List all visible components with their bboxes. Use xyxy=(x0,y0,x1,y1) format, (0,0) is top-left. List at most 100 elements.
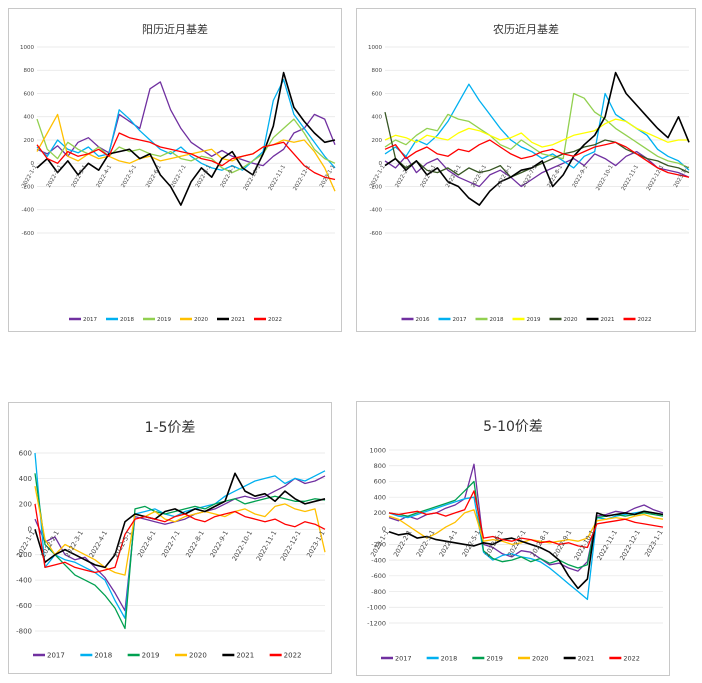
legend-label-2021: 2021 xyxy=(601,317,615,323)
y-tick-label: 600 xyxy=(24,91,35,97)
series-line-2018 xyxy=(388,496,664,601)
x-tick-label: 2022-12-1 xyxy=(646,164,665,192)
x-tick-label: 2022-10-1 xyxy=(243,164,262,192)
y-tick-label: 800 xyxy=(24,68,35,74)
x-tick-label: 2022-8-1 xyxy=(529,529,551,559)
y-tick-label: -600 xyxy=(16,602,32,610)
gridlines xyxy=(385,46,689,234)
series-line-2020 xyxy=(388,509,664,546)
x-tick-label: 2022-11-1 xyxy=(268,164,287,192)
y-axis: -600 -400 -200 0 200 400 600 800 1000 xyxy=(20,45,35,237)
y-tick-label: 400 xyxy=(24,115,35,121)
x-tick-label: 2022-6-1 xyxy=(145,164,163,189)
chart-panel-spread-1-5: 1-5价差 -800 -600 -400 -200 0 200 400 600 2022-1-1… xyxy=(8,402,332,674)
legend: 2017 2018 2019 2020 2021 2022 xyxy=(69,317,282,323)
legend-label-2018: 2018 xyxy=(441,654,458,662)
y-tick-label: -200 xyxy=(371,541,386,549)
legend-label-2022: 2022 xyxy=(268,317,282,323)
x-tick-label: 2022-5-1 xyxy=(470,164,488,189)
legend-label-2018: 2018 xyxy=(120,317,134,323)
series-lines xyxy=(34,452,326,630)
legend-label-2017: 2017 xyxy=(453,317,467,323)
y-axis: -800 -600 -400 -200 0 200 400 600 xyxy=(16,449,32,635)
x-tick-label: 2022-4-1 xyxy=(96,164,114,189)
series-line-2019 xyxy=(36,118,336,174)
y-tick-label: 400 xyxy=(19,475,32,483)
y-tick-label: 800 xyxy=(374,462,386,470)
x-tick-label: 2023-1-1 xyxy=(643,529,665,559)
y-tick-label: 200 xyxy=(372,138,383,144)
legend-label-2016: 2016 xyxy=(416,317,430,323)
legend: 2017 2018 2019 2020 2021 2022 xyxy=(33,651,301,659)
legend-label-2019: 2019 xyxy=(486,654,503,662)
y-tick-label: -200 xyxy=(22,184,35,190)
y-tick-label: 0 xyxy=(379,161,383,167)
series-line-2021 xyxy=(36,71,336,206)
x-tick-label: 2022-5-1 xyxy=(120,164,138,189)
series-line-2022 xyxy=(384,139,690,178)
y-tick-label: 800 xyxy=(372,68,383,74)
x-tick-label: 2022-10-1 xyxy=(595,164,614,192)
x-tick-label: 2022-12-1 xyxy=(292,164,311,192)
x-tick-label: 2022-11-1 xyxy=(595,529,619,562)
legend-label-2022: 2022 xyxy=(284,651,302,659)
legend-label-2022: 2022 xyxy=(623,654,640,662)
x-axis: 2022-1-1 2022-2-1 2022-3-1 2022-4-1 2022-5-1… xyxy=(21,164,337,192)
y-tick-label: 0 xyxy=(28,526,32,534)
legend-label-2021: 2021 xyxy=(236,651,254,659)
legend-label-2019: 2019 xyxy=(157,317,171,323)
series-line-2018 xyxy=(34,452,326,619)
y-tick-label: -400 xyxy=(371,556,386,564)
legend: 2016 2017 2018 2019 2020 2021 2022 xyxy=(401,317,652,323)
y-tick-label: 600 xyxy=(19,449,32,457)
series-lines xyxy=(36,71,336,206)
legend: 2017 2018 2019 2020 2021 2022 xyxy=(381,654,640,662)
chart-title: 农历近月基差 xyxy=(493,23,559,36)
y-tick-label: -200 xyxy=(370,184,383,190)
gridlines xyxy=(37,46,335,234)
y-tick-label: -400 xyxy=(370,208,383,214)
series-line-2021 xyxy=(388,510,664,590)
x-tick-label: 2022-10-1 xyxy=(230,529,254,562)
x-tick-label: 2022-11-1 xyxy=(255,529,279,562)
chart-panel-solar: 阳历近月基差 -600 -400 -200 0 200 400 600 800 1000 2022… xyxy=(8,8,342,332)
legend-label-2017: 2017 xyxy=(47,651,65,659)
gridlines xyxy=(35,452,325,632)
y-tick-label: 600 xyxy=(372,91,383,97)
y-tick-label: 600 xyxy=(374,478,386,486)
series-line-2017 xyxy=(36,81,336,167)
legend-label-2020: 2020 xyxy=(564,317,578,323)
chart-title: 阳历近月基差 xyxy=(142,23,208,36)
series-line-2018 xyxy=(36,78,336,171)
y-tick-label: 1000 xyxy=(368,45,382,51)
series-line-2020 xyxy=(36,113,336,192)
y-tick-label: -800 xyxy=(16,627,32,635)
legend-label-2021: 2021 xyxy=(578,654,595,662)
y-tick-label: 1000 xyxy=(20,45,34,51)
y-tick-label: -1000 xyxy=(367,604,386,612)
x-tick-label: 2022-11-1 xyxy=(621,164,640,192)
y-tick-label: 400 xyxy=(372,115,383,121)
legend-label-2022: 2022 xyxy=(638,317,652,323)
y-tick-label: -600 xyxy=(371,572,386,580)
y-tick-label: -400 xyxy=(16,577,32,585)
chart-panel-lunar: 农历近月基差 -600 -400 -200 0 200 400 600 800 1000 2022… xyxy=(356,8,696,332)
y-tick-label: 0 xyxy=(31,161,35,167)
series-line-2019 xyxy=(384,118,689,148)
y-tick-label: -600 xyxy=(370,231,383,237)
legend-label-2020: 2020 xyxy=(532,654,549,662)
x-tick-label: 2022-5-1 xyxy=(460,529,482,559)
y-tick-label: 400 xyxy=(374,493,386,501)
legend-label-2017: 2017 xyxy=(83,317,97,323)
legend-label-2020: 2020 xyxy=(194,317,208,323)
y-axis: -1200 -1000 -800 -600 -400 -200 0 200 400 600 800 1… xyxy=(367,446,386,627)
legend-label-2019: 2019 xyxy=(142,651,160,659)
y-tick-label: 0 xyxy=(382,525,386,533)
x-tick-label: 2022-12-1 xyxy=(618,529,642,562)
y-axis: -600 -400 -200 0 200 400 600 800 1000 xyxy=(368,45,383,237)
legend-label-2019: 2019 xyxy=(527,317,541,323)
legend-label-2018: 2018 xyxy=(94,651,112,659)
series-lines xyxy=(384,71,690,206)
